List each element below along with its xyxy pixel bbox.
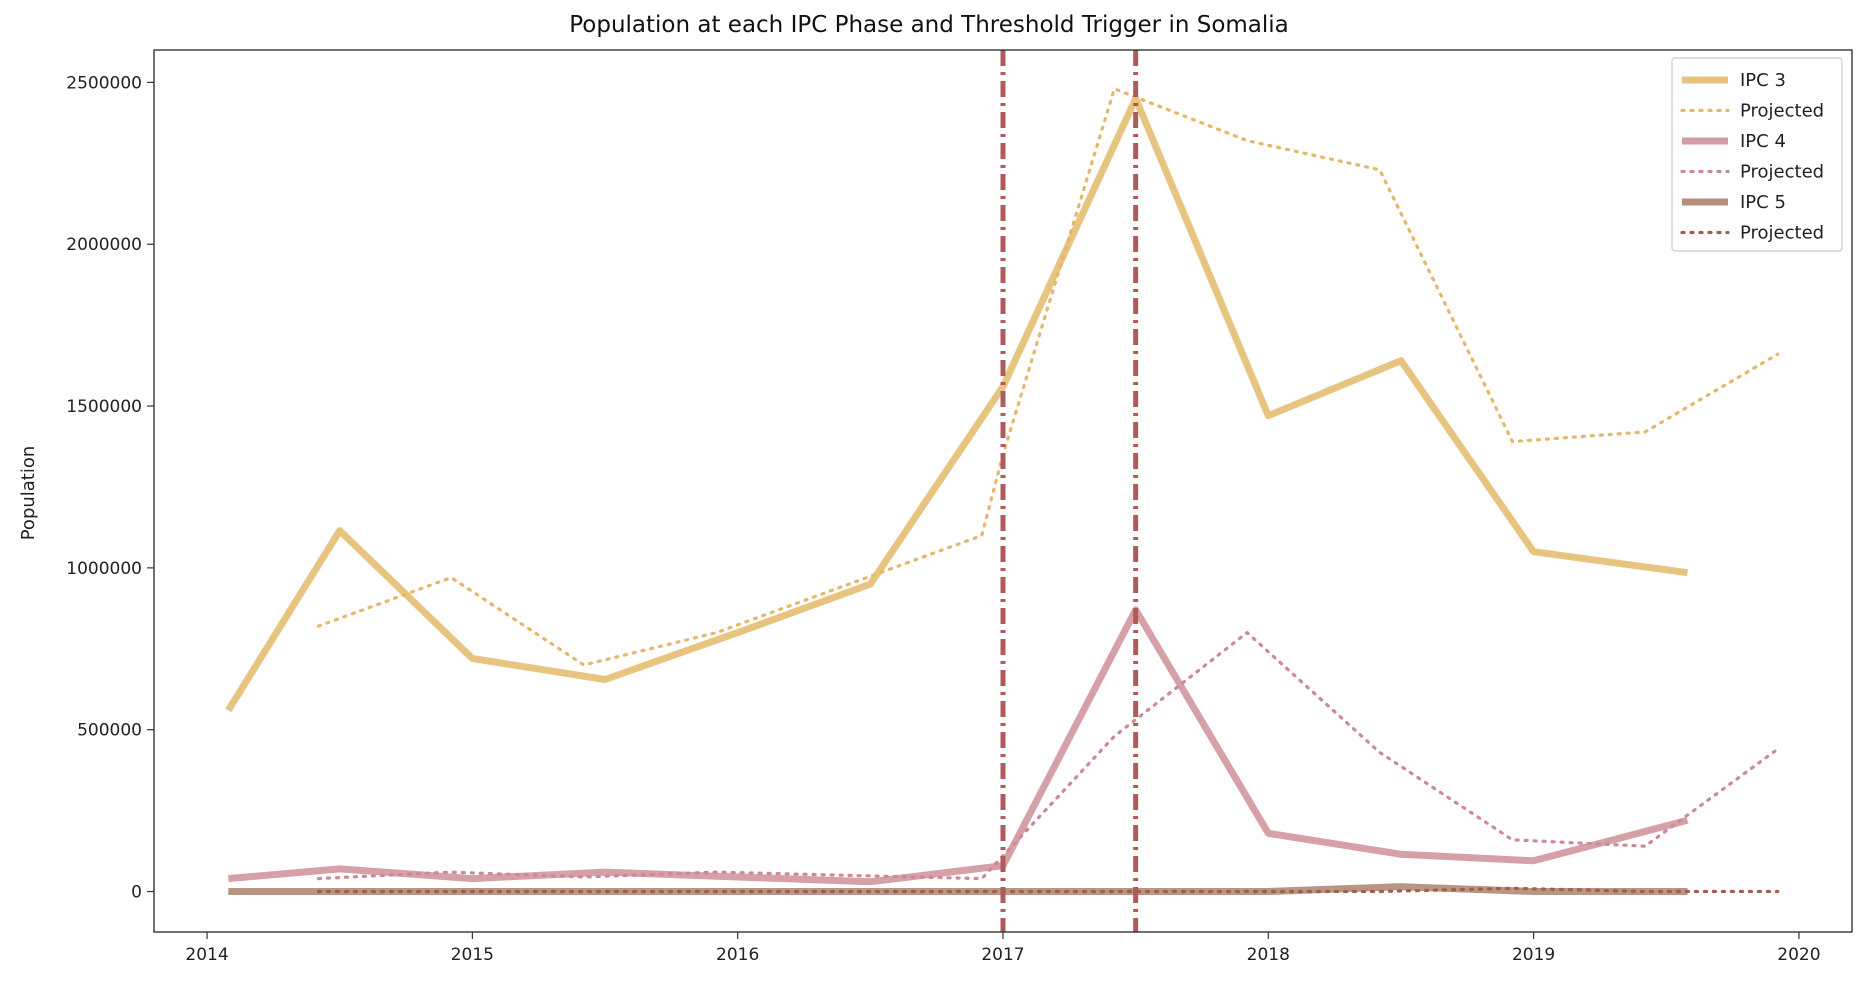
x-tick-label-2: 2016 <box>716 945 759 965</box>
x-tick-label-5: 2019 <box>1512 945 1555 965</box>
series-line-3 <box>316 630 1780 881</box>
series-line-2 <box>227 606 1689 886</box>
series-line-5 <box>316 886 1780 894</box>
plot-area <box>153 49 1853 933</box>
legend-label-3: Projected <box>1740 162 1824 183</box>
series-line-1 <box>316 87 1780 667</box>
legend-label-2: IPC 4 <box>1740 131 1786 152</box>
series-line-4 <box>228 883 1688 895</box>
legend-label-1: Projected <box>1740 101 1824 122</box>
x-axis: 2014 2015 2016 2017 2018 2019 2020 <box>185 932 1821 965</box>
x-tick-label-0: 2014 <box>185 945 228 965</box>
y-tick-label-2: 1000000 <box>66 559 142 579</box>
y-axis: 0 500000 1000000 1500000 2000000 2500000 <box>66 73 154 903</box>
chart-title: Population at each IPC Phase and Thresho… <box>569 12 1289 38</box>
x-tick-label-1: 2015 <box>451 945 494 965</box>
legend-label-4: IPC 5 <box>1740 192 1786 213</box>
x-tick-label-6: 2020 <box>1777 945 1820 965</box>
legend-label-5: Projected <box>1740 223 1824 244</box>
y-tick-label-3: 1500000 <box>66 397 142 417</box>
y-tick-label-4: 2000000 <box>66 235 142 255</box>
y-tick-label-0: 0 <box>131 883 142 903</box>
x-tick-label-4: 2018 <box>1247 945 1290 965</box>
y-tick-label-1: 500000 <box>77 721 142 741</box>
legend: IPC 3 Projected IPC 4 Projected IPC 5 Project… <box>1671 57 1843 252</box>
legend-label-0: IPC 3 <box>1740 70 1786 91</box>
x-tick-label-3: 2017 <box>981 945 1024 965</box>
y-axis-title: Population <box>18 446 39 541</box>
series-line-0 <box>225 95 1688 713</box>
y-tick-label-5: 2500000 <box>66 73 142 93</box>
